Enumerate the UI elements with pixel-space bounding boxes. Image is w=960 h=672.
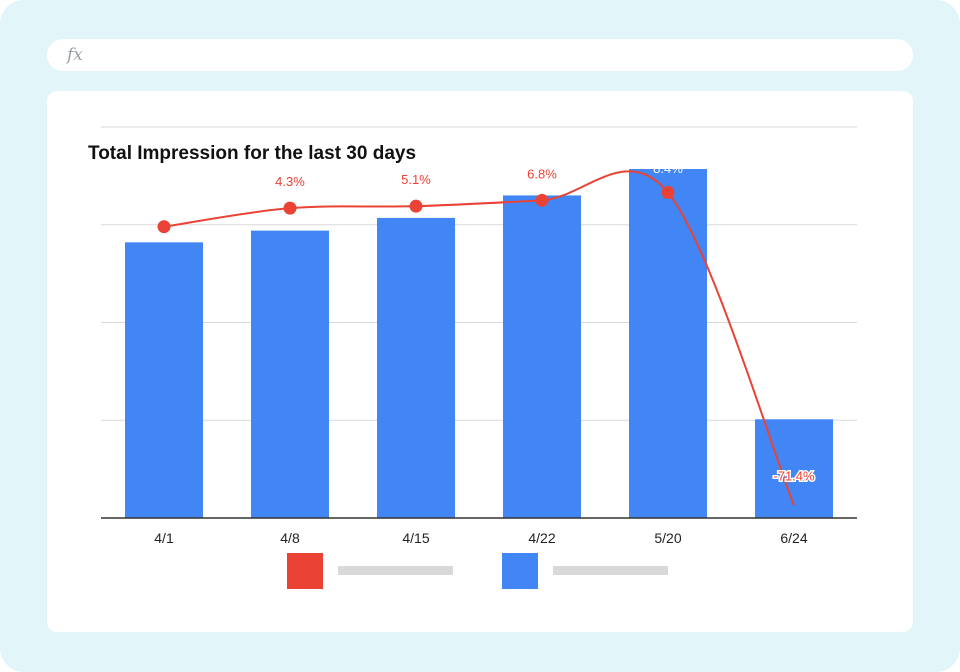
data-label: 6.8% — [527, 166, 557, 181]
legend-label-placeholder — [338, 566, 453, 575]
bar[interactable] — [755, 419, 833, 518]
data-label: 4.3% — [275, 174, 305, 189]
data-point[interactable] — [409, 199, 423, 213]
data-label: -71.4% — [773, 468, 815, 483]
bar[interactable] — [377, 217, 455, 518]
legend-swatch[interactable] — [287, 553, 323, 589]
x-tick-label: 4/1 — [154, 530, 174, 546]
chart-card[interactable]: Total Impression for the last 30 days 4/1… — [47, 91, 913, 632]
bar[interactable] — [125, 242, 203, 518]
data-label: 5.1% — [401, 172, 431, 187]
x-tick-label: 5/20 — [654, 530, 681, 546]
legend-swatch[interactable] — [502, 553, 538, 589]
data-point[interactable] — [535, 193, 549, 207]
chart-svg: Total Impression for the last 30 days 4/1… — [88, 126, 857, 589]
legend-label-placeholder — [553, 566, 668, 575]
x-tick-label: 4/22 — [528, 530, 555, 546]
data-label: 8.4% — [653, 161, 683, 176]
data-point[interactable] — [661, 185, 675, 199]
formula-bar[interactable]: fx — [47, 39, 913, 71]
data-point[interactable] — [157, 220, 171, 234]
bar[interactable] — [251, 230, 329, 519]
bar[interactable] — [503, 195, 581, 519]
x-tick-label: 4/15 — [402, 530, 429, 546]
fx-icon: fx — [67, 45, 83, 65]
chart-title: Total Impression for the last 30 days — [88, 143, 416, 164]
bar[interactable] — [629, 169, 707, 518]
x-tick-label: 4/8 — [280, 530, 300, 546]
data-point[interactable] — [283, 201, 297, 215]
x-tick-label: 6/24 — [780, 530, 807, 546]
